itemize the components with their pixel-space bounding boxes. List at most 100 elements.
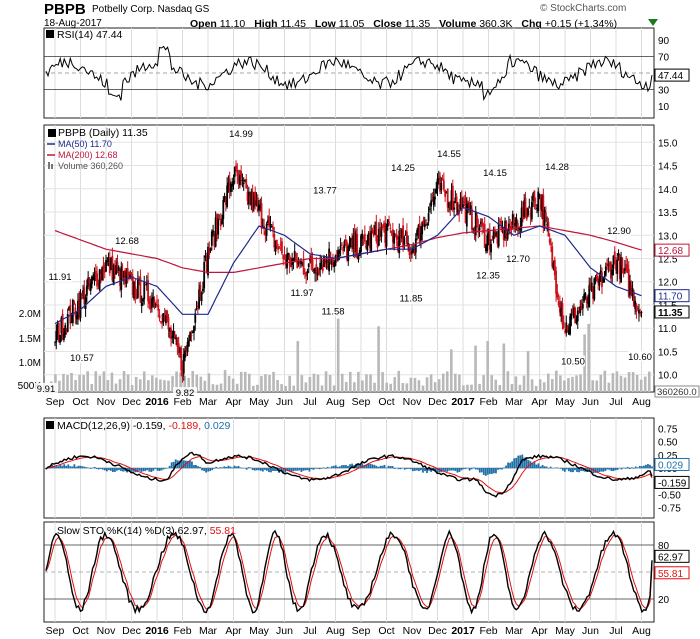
macd-histogram-bar	[152, 468, 155, 471]
macd-histogram-bar	[257, 468, 260, 471]
macd-histogram-bar	[642, 465, 645, 469]
macd-value-tag	[654, 475, 690, 489]
candle-body	[571, 309, 574, 314]
candle-body	[82, 290, 84, 294]
macd-histogram-bar	[144, 468, 147, 472]
x-tick-label: Dec	[428, 625, 447, 637]
candle-body	[198, 289, 200, 309]
chart-date: 18-Aug-2017	[44, 18, 102, 29]
candle-body	[301, 263, 304, 265]
candle-body	[232, 181, 235, 186]
candle-body	[565, 322, 568, 333]
macd-histogram-bar	[628, 468, 631, 470]
macd-histogram-bar	[182, 460, 185, 469]
volume-bar	[623, 377, 627, 392]
price-tick-label: 10.5	[658, 347, 678, 358]
candle-body	[108, 257, 111, 274]
volume-bar	[478, 383, 481, 392]
ohlc-value: 11.05	[338, 18, 368, 30]
candle-body	[391, 229, 394, 243]
candle-body	[298, 261, 301, 263]
candle-body	[556, 291, 559, 298]
candle-body	[156, 300, 158, 302]
annotation-bg	[483, 166, 507, 178]
x-tick-label: Apr	[225, 396, 242, 408]
candle-body	[204, 255, 207, 258]
rsi-title: RSI(14) 47.44	[57, 29, 123, 41]
volume-bar	[631, 372, 635, 392]
volume-bar	[381, 372, 384, 392]
candle-body	[573, 307, 575, 318]
macd-histogram-bar	[503, 467, 505, 469]
candle-body	[420, 233, 422, 241]
macd-histogram-bar	[505, 465, 507, 469]
price-annotation: 11.58	[321, 306, 344, 317]
candle-body	[398, 230, 401, 254]
price-annotation: 12.68	[115, 236, 139, 247]
volume-bar	[272, 371, 275, 392]
candle-body	[338, 250, 341, 254]
candle-body	[530, 202, 533, 220]
macd-histogram-bar	[626, 466, 629, 469]
candle-body	[267, 220, 269, 223]
annotation-bg	[229, 127, 253, 139]
candle-body	[147, 280, 149, 302]
candle-body	[389, 227, 392, 229]
macd-histogram-bar	[328, 467, 331, 469]
volume-bar	[324, 371, 328, 392]
volume-bar	[260, 376, 263, 392]
price-legend-entry: Volume 360,260	[58, 161, 123, 171]
candle-body	[454, 197, 457, 203]
macd-histogram-bar	[326, 466, 329, 469]
candle-body	[541, 198, 543, 212]
candle-body	[618, 255, 621, 280]
x-tick-label: Jul	[303, 625, 316, 637]
macd-histogram-bar	[195, 465, 197, 469]
candle-body	[510, 225, 513, 229]
candle-body	[546, 223, 549, 226]
macd-histogram-bar	[610, 468, 613, 471]
candle-body	[538, 195, 541, 197]
volume-bar	[397, 370, 401, 392]
macd-histogram-bar	[407, 468, 410, 469]
candle-body	[324, 260, 327, 262]
macd-histogram-bar	[249, 467, 252, 469]
macd-histogram-bar	[83, 466, 86, 469]
candle-body	[444, 190, 447, 197]
candle-body	[574, 307, 577, 324]
macd-histogram-bar	[424, 468, 426, 472]
macd-histogram-bar	[197, 466, 199, 469]
candle-body	[393, 232, 396, 244]
ohlc-value: 11.35	[404, 18, 434, 30]
volume-bar	[506, 371, 510, 392]
volume-bar	[239, 371, 243, 392]
ohlc-value: 11.10	[219, 18, 249, 30]
candle-body	[385, 225, 388, 247]
annotation-bg	[313, 184, 337, 196]
candle-body	[236, 169, 239, 176]
price-value-tag-text: 11.35	[658, 308, 683, 319]
volume-bar	[538, 379, 542, 392]
price-legend-entry: MA(50) 11.70	[58, 139, 112, 149]
candle-body	[254, 191, 257, 203]
candle-body	[247, 191, 250, 204]
macd-histogram-bar	[67, 464, 70, 469]
x-tick-label: 2017	[451, 396, 475, 408]
candle-body	[615, 259, 617, 271]
price-value-tag	[654, 305, 690, 319]
sto-value-tag	[654, 566, 690, 580]
x-tick-label: Mar	[199, 625, 218, 637]
macd-histogram-bar	[55, 465, 58, 469]
candle-body	[209, 248, 212, 251]
candle-body	[552, 263, 555, 269]
macd-title-part: 0.029	[204, 420, 230, 432]
candle-body	[213, 232, 216, 247]
candle-body	[117, 266, 120, 272]
annotation-bg	[115, 235, 139, 247]
candle-body	[630, 285, 633, 295]
candle-body	[375, 221, 378, 242]
x-tick-label: May	[555, 396, 576, 408]
candle-body	[490, 243, 492, 253]
volume-bar	[413, 377, 417, 392]
candle-body	[374, 225, 376, 234]
